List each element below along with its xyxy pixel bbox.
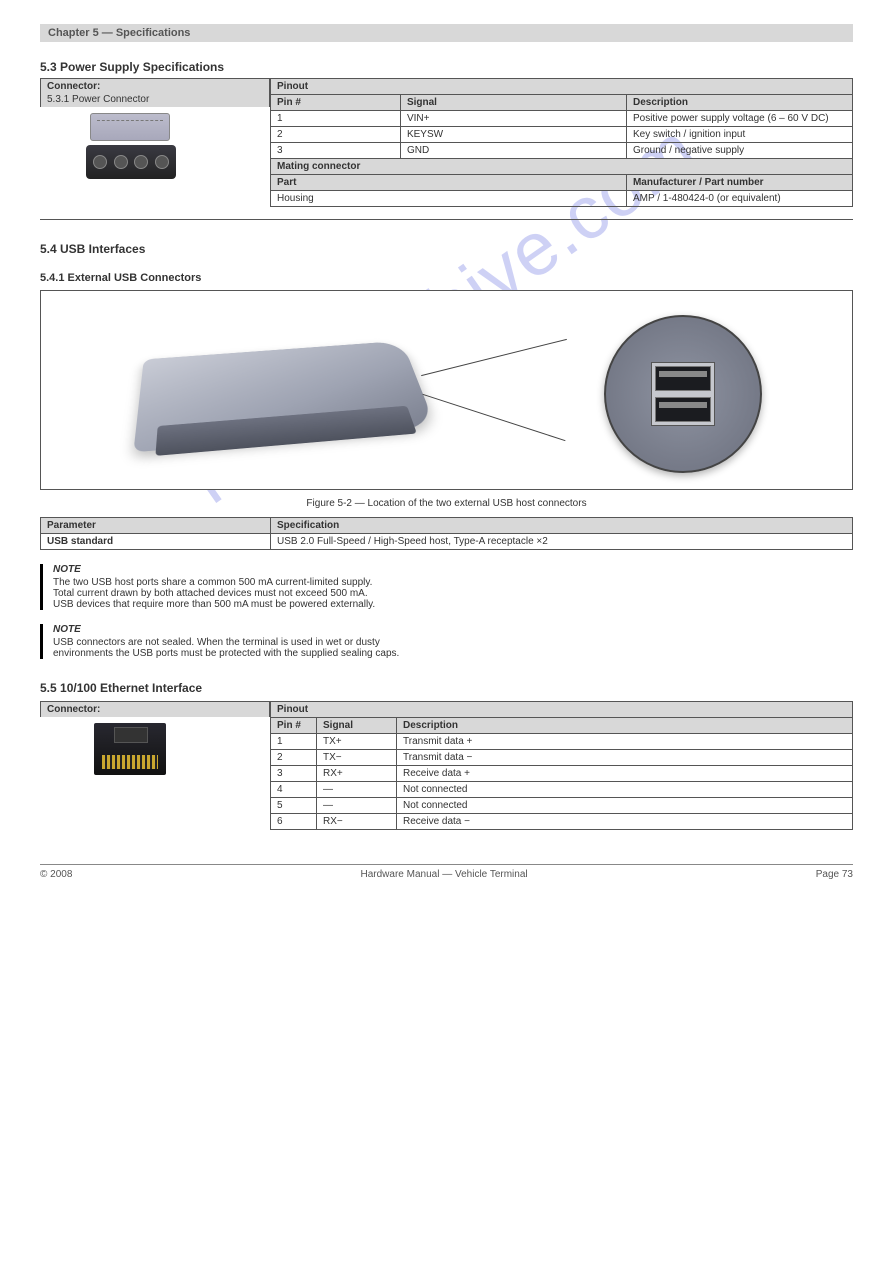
col-desc: Description [626, 95, 852, 111]
usb-note-1: NOTE The two USB host ports share a comm… [40, 564, 853, 610]
eth-pinout-table: Pinout Pin # Signal Description 1TX+Tran… [270, 701, 853, 830]
power-sec-title: 5.3.1 Power Connector [47, 94, 263, 105]
note-label: NOTE [53, 564, 375, 575]
col-pin: Pin # [271, 95, 401, 111]
mating-header: Mating connector [271, 159, 853, 175]
col-desc: Description [397, 718, 853, 734]
eth-pinout-header: Pinout [271, 702, 853, 718]
device-render [133, 341, 435, 453]
usb-figure [40, 290, 853, 490]
usb-figure-caption: Figure 5-2 — Location of the two externa… [40, 498, 853, 509]
usb-spec-hl: Parameter [41, 518, 271, 534]
table-row: 2TX−Transmit data − [271, 750, 853, 766]
power-pinout-table: Pinout Pin # Signal Description 1VIN+Pos… [270, 78, 853, 207]
power-connector-label: Connector: [47, 81, 100, 92]
section-5-5-title: 5.5 10/100 Ethernet Interface [40, 681, 853, 695]
col-signal: Signal [317, 718, 397, 734]
note-line: USB devices that require more than 500 m… [53, 599, 375, 610]
table-row: 1TX+Transmit data + [271, 734, 853, 750]
usb-zoom-circle [604, 315, 762, 473]
note-line: The two USB host ports share a common 50… [53, 577, 375, 588]
table-row: 4—Not connected [271, 782, 853, 798]
power-pinout-header: Pinout [271, 79, 853, 95]
page-footer: © 2008 Hardware Manual — Vehicle Termina… [40, 864, 853, 880]
power-plug-icon [86, 145, 176, 179]
note-line: Total current drawn by both attached dev… [53, 588, 375, 599]
mating-col-mfr: Manufacturer / Part number [626, 175, 852, 191]
footer-right: Page 73 [816, 869, 853, 880]
table-row: 2KEYSWKey switch / ignition input [271, 127, 853, 143]
eth-connector-cell: Connector: [40, 701, 270, 717]
table-row: 3RX+Receive data + [271, 766, 853, 782]
col-pin: Pin # [271, 718, 317, 734]
table-row: 6RX−Receive data − [271, 814, 853, 830]
table-row: 5—Not connected [271, 798, 853, 814]
chapter-bar: Chapter 5 — Specifications [40, 24, 853, 42]
table-row: HousingAMP / 1-480424-0 (or equivalent) [271, 191, 853, 207]
usb-note-2: NOTE USB connectors are not sealed. When… [40, 624, 853, 659]
table-row: 1VIN+Positive power supply voltage (6 – … [271, 111, 853, 127]
section-5-3-title: 5.3 Power Supply Specifications [40, 60, 853, 74]
rj45-icon [94, 723, 166, 775]
power-header-icon [90, 113, 170, 141]
usb-spec-table: Parameter Specification USB standard USB… [40, 517, 853, 550]
power-connector-cell: Connector: 5.3.1 Power Connector [40, 78, 270, 107]
note-line: USB connectors are not sealed. When the … [53, 637, 399, 648]
table-row: USB standard USB 2.0 Full-Speed / High-S… [41, 534, 853, 550]
note-line: environments the USB ports must be prote… [53, 648, 399, 659]
usb-subtitle: 5.4.1 External USB Connectors [40, 272, 853, 284]
col-signal: Signal [400, 95, 626, 111]
eth-connector-label: Connector: [47, 704, 100, 715]
usb-spec-hr: Specification [271, 518, 853, 534]
note-label: NOTE [53, 624, 399, 635]
table-row: 3GNDGround / negative supply [271, 143, 853, 159]
footer-left: © 2008 [40, 869, 72, 880]
footer-mid: Hardware Manual — Vehicle Terminal [72, 869, 815, 880]
mating-col-part: Part [271, 175, 627, 191]
section-5-4-title: 5.4 USB Interfaces [40, 242, 853, 256]
usb-stack-icon [651, 362, 715, 426]
